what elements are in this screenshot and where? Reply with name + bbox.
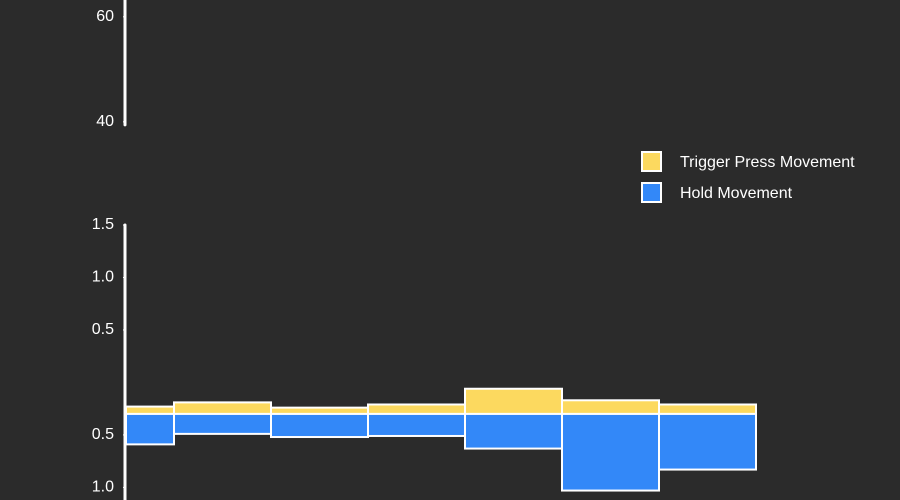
bar — [173, 412, 272, 435]
legend-swatch — [641, 182, 662, 203]
bar — [561, 412, 660, 492]
bar — [367, 412, 466, 437]
y-tick-label: 1.0 — [92, 269, 114, 286]
y-tick-label: 60 — [96, 8, 114, 25]
bar — [270, 412, 369, 439]
bar — [367, 403, 466, 415]
bar — [464, 387, 563, 415]
bar — [125, 405, 175, 415]
y-tick-label: 1.0 — [92, 479, 114, 496]
y-tick-label: 1.5 — [92, 216, 114, 233]
y-tick-label: 0.5 — [92, 426, 114, 443]
bar — [125, 412, 175, 446]
legend-label: Trigger Press Movement — [680, 154, 855, 171]
bar — [464, 412, 563, 450]
y-tick-label: 40 — [96, 113, 114, 130]
bar — [561, 399, 660, 415]
bar — [658, 403, 757, 415]
legend-label: Hold Movement — [680, 185, 793, 202]
y-tick-label: 0.5 — [92, 321, 114, 338]
legend-swatch — [641, 151, 662, 172]
bar — [173, 401, 272, 415]
bar — [658, 412, 757, 471]
